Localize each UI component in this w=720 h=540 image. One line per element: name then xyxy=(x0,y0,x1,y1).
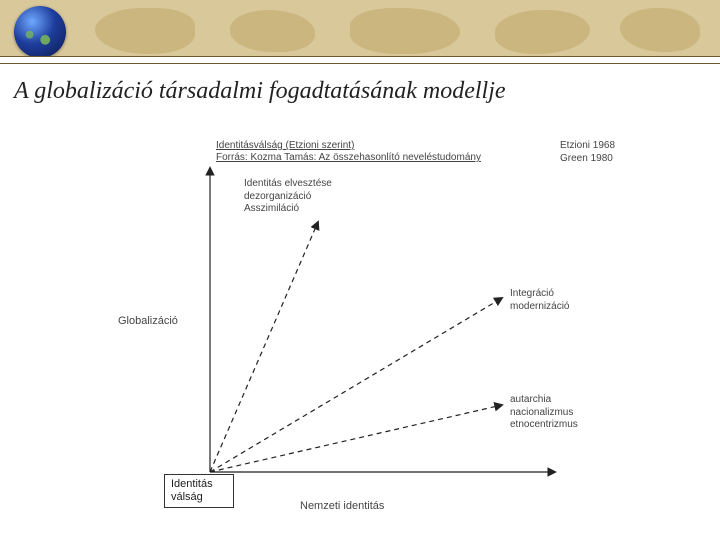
diagram-arrows xyxy=(0,0,720,540)
